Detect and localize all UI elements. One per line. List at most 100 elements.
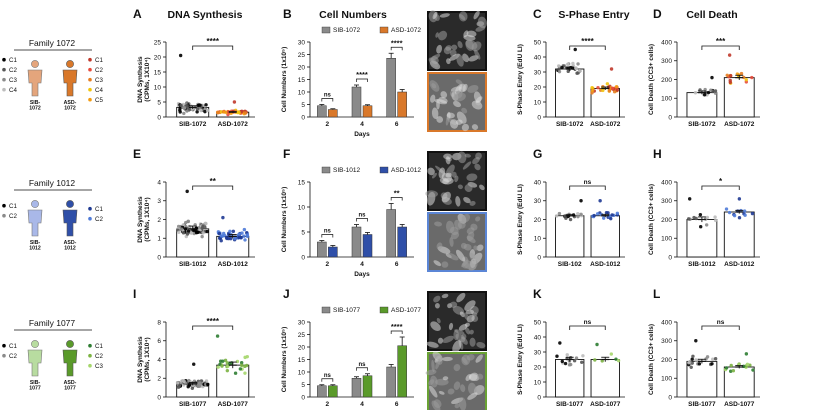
data-point <box>223 358 228 363</box>
data-bar <box>328 246 338 258</box>
y-tick-label: 5 <box>157 99 161 106</box>
data-point <box>574 66 578 71</box>
data-bar <box>386 58 396 118</box>
y-tick-label: 400 <box>661 319 672 326</box>
data-point <box>576 212 580 216</box>
mean-bar <box>723 211 755 258</box>
panel-letter: F <box>283 147 290 161</box>
clone-marker <box>2 213 6 218</box>
mean-bar <box>723 366 755 398</box>
cell-shape <box>457 184 463 190</box>
data-point <box>183 227 188 231</box>
significance-label: ns <box>717 319 725 326</box>
data-point <box>557 64 561 68</box>
y-axis-label: S-Phase Entry (EdU LI) <box>517 324 524 395</box>
cell-shape <box>436 242 443 250</box>
data-point <box>198 103 202 107</box>
cell-shape <box>473 10 480 20</box>
cell-shape <box>441 356 453 362</box>
cell-shape <box>449 301 458 308</box>
asd-label: ASD-1072 <box>64 100 77 112</box>
y-tick-label: 30 <box>298 319 306 326</box>
cell-shape <box>479 184 485 191</box>
y-tick-label: 25 <box>154 39 162 46</box>
data-point <box>713 357 718 361</box>
data-point <box>185 189 189 194</box>
cell-shape <box>477 16 488 29</box>
data-point <box>713 215 717 219</box>
y-tick-label: 0 <box>537 254 541 261</box>
cell-shape <box>456 249 466 262</box>
y-tick-label: 300 <box>661 198 672 205</box>
cell-shape <box>458 324 468 331</box>
data-point <box>205 229 209 234</box>
data-point <box>705 355 710 359</box>
data-point <box>225 236 229 241</box>
panel-letter: I <box>133 287 136 301</box>
cell-shape <box>441 261 449 268</box>
cell-shape <box>454 403 460 409</box>
cell-shape <box>460 384 466 393</box>
data-point <box>557 211 562 216</box>
clone-label: C2 <box>9 353 17 360</box>
y-axis-label: Cell Numbers (1x10⁵) <box>281 47 288 113</box>
data-point <box>614 357 618 361</box>
significance-label: **** <box>206 37 219 46</box>
cell-shape <box>434 354 443 362</box>
data-point <box>181 231 186 235</box>
data-point <box>590 85 594 90</box>
data-point <box>178 53 183 58</box>
legend-swatch <box>321 166 331 174</box>
y-axis-label: S-Phase Entry (EdU LI) <box>517 44 524 115</box>
x-category-label: SIB-1072 <box>179 121 207 128</box>
data-point <box>240 231 244 235</box>
figure-row-2: Family 1012 SIB-1012 ASD-1012 C1 C2 C1 C2 E 0 1 2 3… <box>2 147 760 278</box>
data-point <box>185 232 190 236</box>
sibling-figure-head <box>31 60 39 68</box>
cell-shape <box>461 123 469 132</box>
clone-label: C1 <box>95 343 103 350</box>
cell-shape <box>475 216 481 222</box>
data-point <box>243 238 247 242</box>
cell-shape <box>471 124 479 130</box>
data-bar <box>362 375 373 398</box>
data-point <box>725 73 729 78</box>
cell-shape <box>473 245 479 251</box>
y-tick-label: 400 <box>661 179 672 186</box>
panel-letter: C <box>533 7 542 21</box>
data-point <box>728 74 733 78</box>
data-point <box>572 358 577 363</box>
significance-label: ** <box>210 177 217 186</box>
cell-shape <box>425 190 439 198</box>
data-point <box>184 234 189 239</box>
legend-swatch <box>379 166 389 174</box>
cell-shape <box>475 96 483 104</box>
cell-shape <box>456 292 466 303</box>
data-point <box>709 88 713 92</box>
y-tick-label: 100 <box>661 376 672 383</box>
mean-bar <box>686 92 718 118</box>
x-tick-label: 2 <box>326 401 330 408</box>
data-bar <box>351 86 362 118</box>
significance-label: ** <box>394 189 400 198</box>
data-point <box>690 357 694 361</box>
data-point <box>571 61 575 66</box>
cell-shape <box>431 83 437 89</box>
sibling-label: SIB-1072 <box>29 100 41 112</box>
cell-shape <box>463 197 471 204</box>
data-point <box>182 111 186 116</box>
y-tick-label: 6 <box>157 338 161 345</box>
x-tick-label: 2 <box>326 261 330 268</box>
y-tick-label: 1 <box>157 236 161 243</box>
y-tick-label: 100 <box>661 236 672 243</box>
data-point <box>235 359 240 364</box>
cell-shape <box>435 378 449 386</box>
significance-label: ns <box>584 319 592 326</box>
y-tick-label: 20 <box>298 344 306 351</box>
cell-shape <box>457 220 466 229</box>
y-tick-label: 0 <box>668 114 672 121</box>
y-axis-label: Cell Death (CC3+ cells) <box>648 44 655 115</box>
data-point <box>221 231 226 236</box>
data-point <box>243 371 247 375</box>
